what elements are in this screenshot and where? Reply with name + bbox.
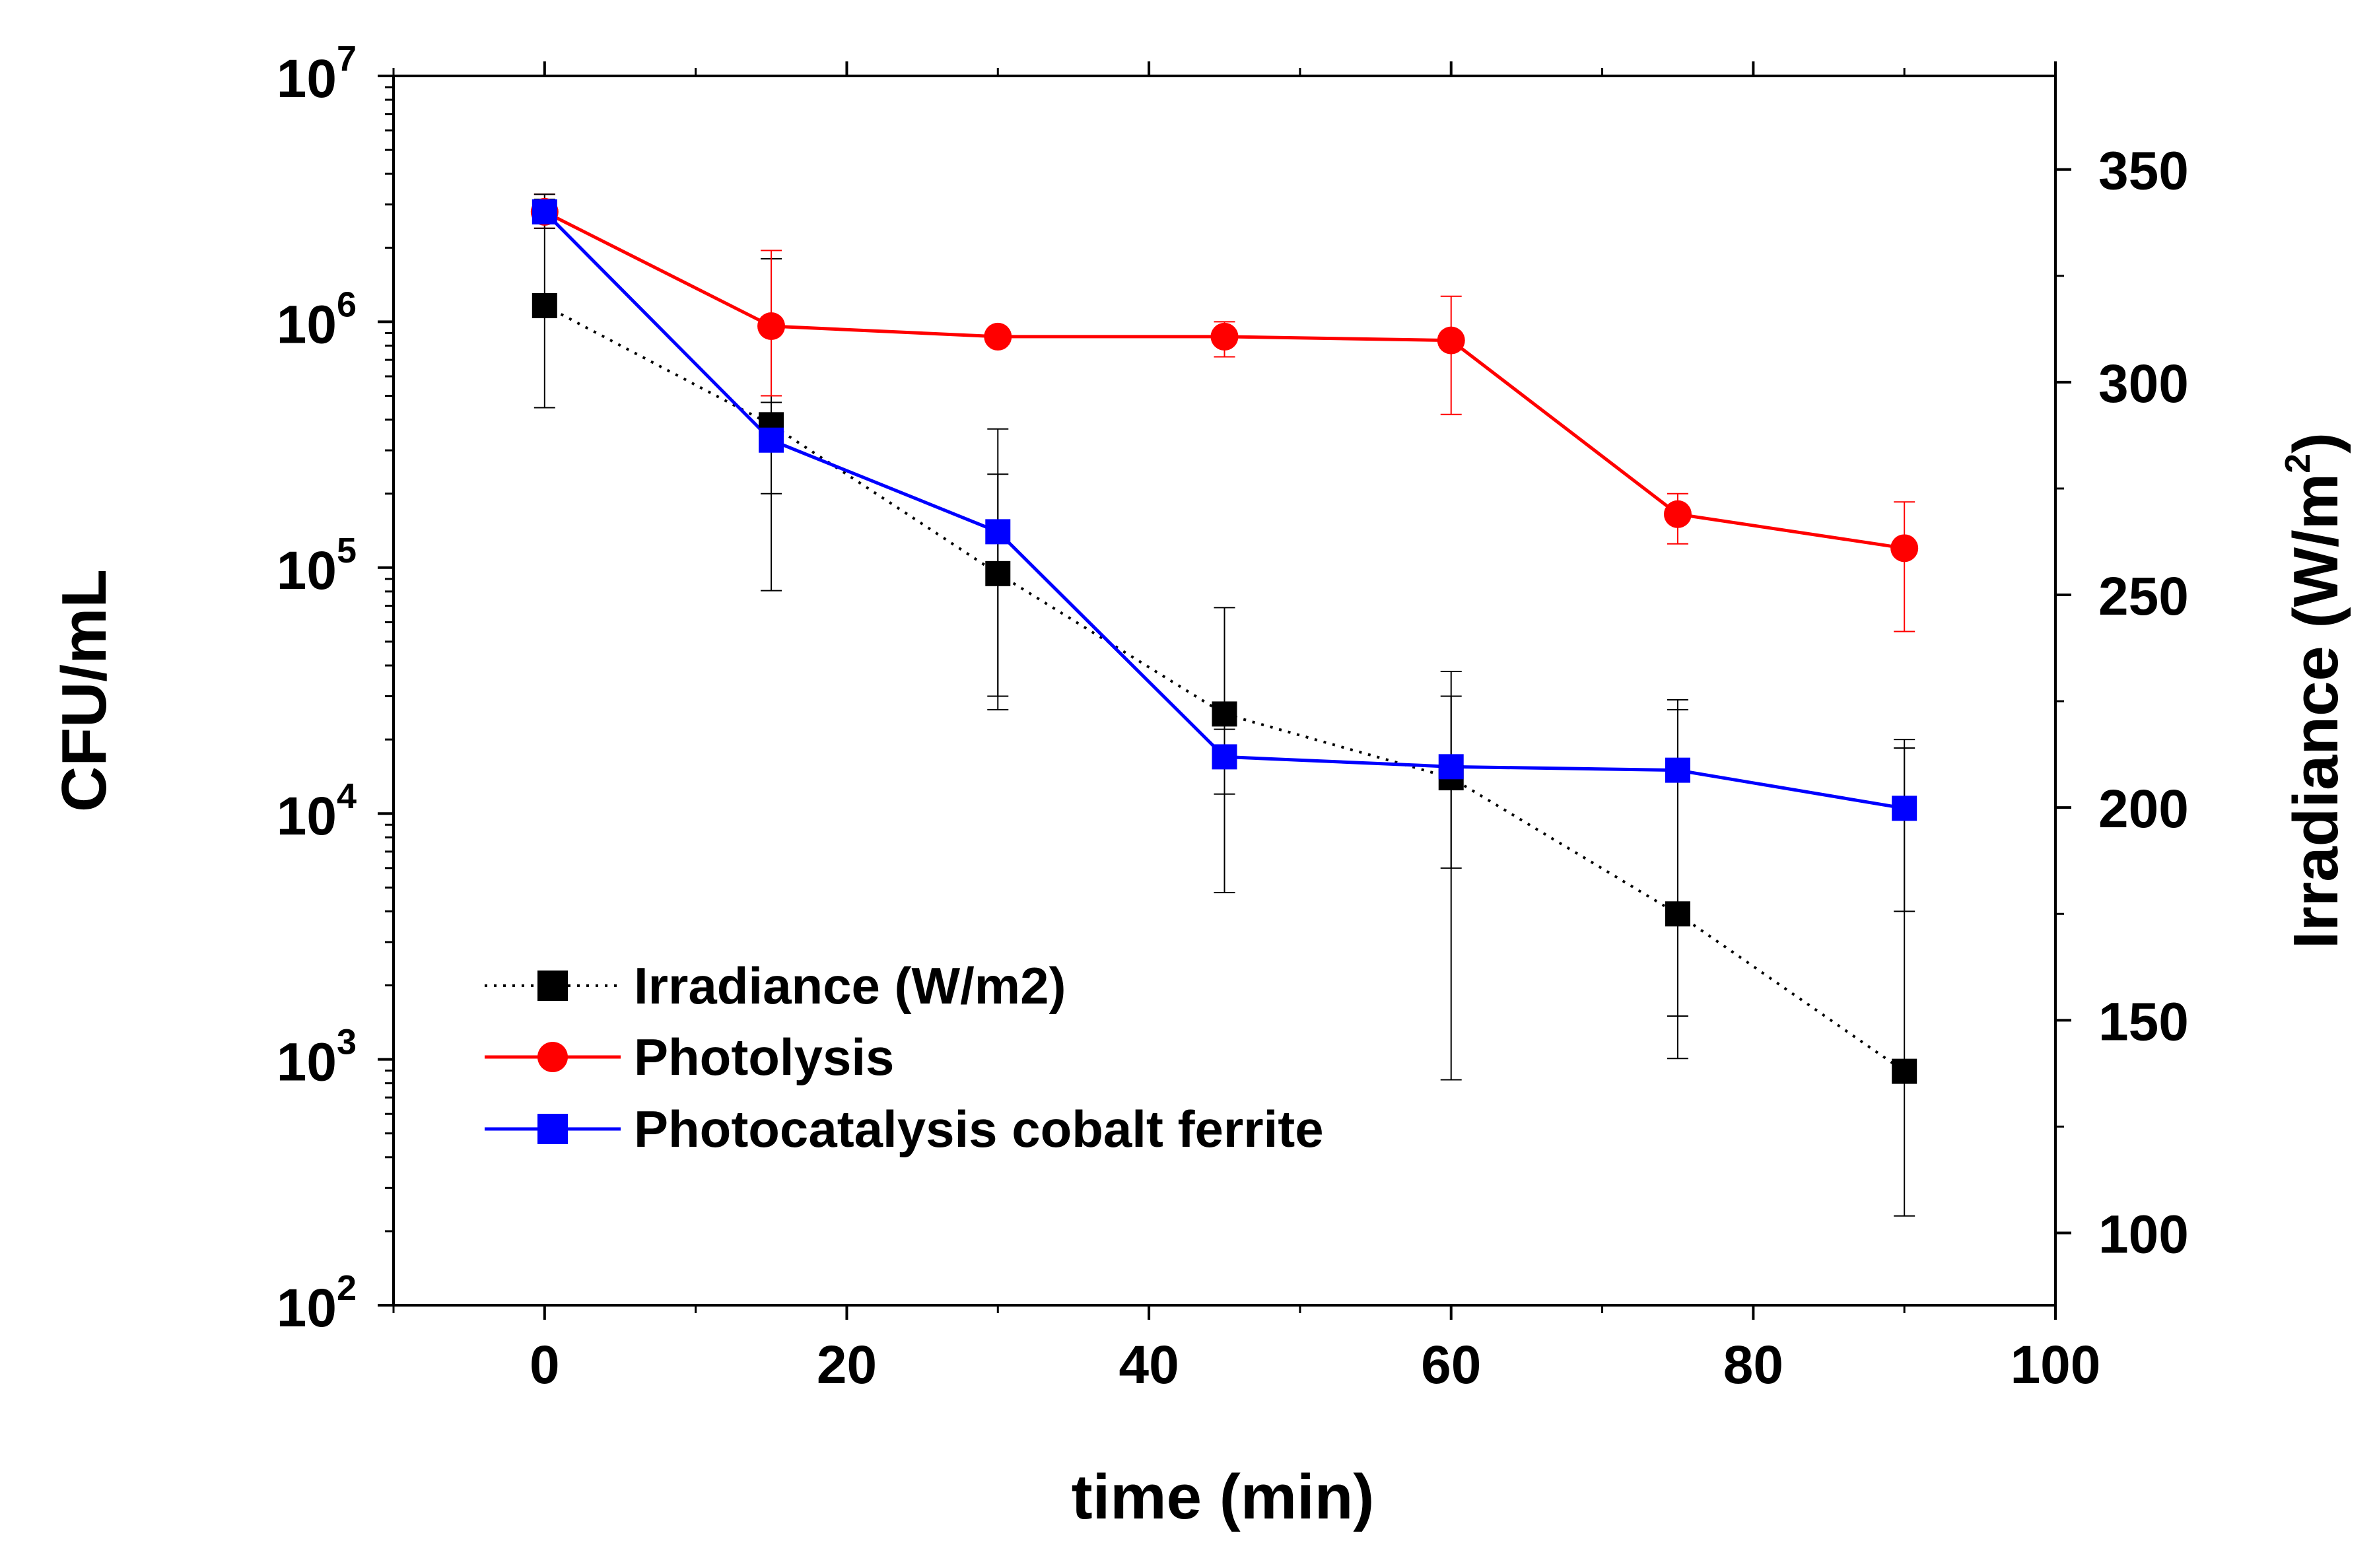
x-tick-label: 0	[530, 1335, 560, 1395]
legend-label-irradiance: Irradiance (W/m2)	[634, 957, 1066, 1015]
y-tick-exponent: 3	[337, 1023, 357, 1062]
y2-tick-label: 250	[2098, 566, 2189, 627]
data-point-photocatalysis	[1665, 758, 1690, 783]
y2-tick-label: 350	[2098, 141, 2189, 201]
data-point-photolysis	[1890, 534, 1918, 562]
y2-tick-label: 150	[2098, 992, 2189, 1052]
legend-marker-photolysis	[537, 1042, 568, 1072]
legend-item-photocatalysis: Photocatalysis cobalt ferrite	[485, 1100, 1324, 1158]
data-point-photolysis	[984, 323, 1012, 351]
y-tick-base: 10	[277, 1033, 337, 1093]
y-tick-label: 107	[277, 39, 357, 109]
y-tick-exponent: 7	[337, 39, 357, 79]
data-point-irradiance	[1212, 701, 1237, 726]
data-point-photocatalysis	[1212, 744, 1237, 769]
legend-marker-irradiance	[537, 971, 568, 1001]
chart: 0 20 40 60 80 1001021031041051061071001502002…	[0, 0, 2377, 1568]
y2-axis-title-sup: 2	[2278, 454, 2318, 473]
y-tick-base: 10	[277, 1278, 337, 1338]
legend-item-irradiance: Irradiance (W/m2)	[485, 957, 1066, 1015]
data-point-photocatalysis	[532, 199, 557, 224]
data-point-photolysis	[1664, 500, 1692, 528]
data-point-photocatalysis	[985, 519, 1010, 544]
data-point-irradiance	[532, 293, 557, 318]
data-point-photocatalysis	[1892, 796, 1917, 821]
y-tick-label: 102	[277, 1268, 357, 1338]
y-tick-label: 104	[277, 776, 357, 846]
legend-label-photolysis: Photolysis	[634, 1028, 894, 1086]
data-point-photocatalysis	[1439, 754, 1464, 779]
y-tick-base: 10	[277, 541, 337, 601]
data-point-photocatalysis	[759, 428, 784, 453]
data-point-photolysis	[757, 312, 785, 340]
data-point-irradiance	[1665, 901, 1690, 926]
data-point-photolysis	[1211, 323, 1239, 351]
legend-marker-photocatalysis	[537, 1114, 568, 1144]
x-tick-label: 100	[2011, 1335, 2101, 1395]
x-axis-title: time (min)	[1072, 1462, 1375, 1532]
x-tick-label: 80	[1723, 1335, 1783, 1395]
legend-label-photocatalysis: Photocatalysis cobalt ferrite	[634, 1100, 1324, 1158]
y-tick-exponent: 2	[337, 1268, 357, 1308]
y-tick-exponent: 6	[337, 285, 357, 324]
y2-tick-label: 200	[2098, 779, 2189, 839]
y-tick-label: 105	[277, 531, 357, 601]
y-tick-base: 10	[277, 49, 337, 109]
y-tick-exponent: 4	[337, 776, 357, 816]
y-tick-label: 106	[277, 285, 357, 355]
y2-tick-label: 300	[2098, 354, 2189, 414]
y2-axis-title-main: Irradiance (W/m	[2281, 473, 2351, 949]
data-point-irradiance	[1892, 1059, 1917, 1084]
legend-item-photolysis: Photolysis	[485, 1028, 894, 1086]
data-point-irradiance	[985, 561, 1010, 586]
x-tick-label: 20	[817, 1335, 877, 1395]
y2-tick-label: 100	[2098, 1204, 2189, 1264]
x-tick-label: 60	[1421, 1335, 1481, 1395]
y-tick-base: 10	[277, 294, 337, 355]
y2-axis-title: Irradiance (W/m2)	[2278, 432, 2351, 949]
legend: Irradiance (W/m2) Photolysis Photocataly…	[485, 957, 1324, 1158]
x-tick-label: 40	[1119, 1335, 1179, 1395]
data-point-photolysis	[1437, 327, 1465, 355]
y-tick-base: 10	[277, 786, 337, 846]
y-tick-label: 103	[277, 1023, 357, 1093]
y-axis-title: CFU/mL	[49, 569, 120, 812]
y-tick-exponent: 5	[337, 531, 357, 570]
y2-axis-title-close: )	[2281, 432, 2351, 454]
series-line-photolysis	[545, 212, 1904, 548]
